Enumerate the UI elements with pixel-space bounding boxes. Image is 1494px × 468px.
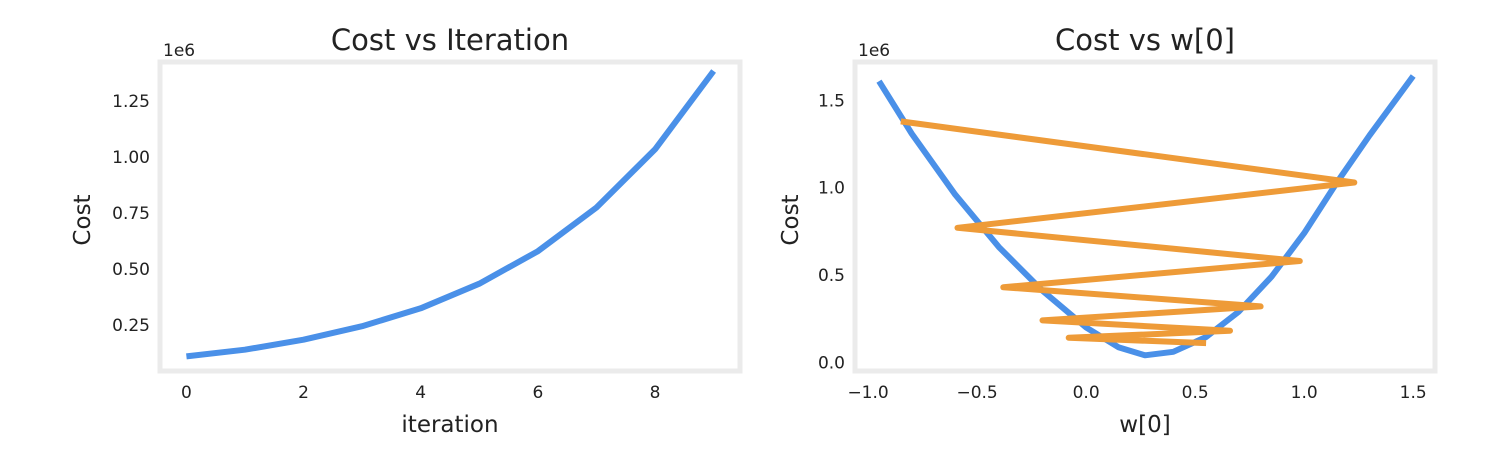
x-tick-label: 0 <box>181 383 192 403</box>
y-offset-label: 1e6 <box>858 41 890 61</box>
cost-vs-w0-chart: Cost vs w[0] w[0] Cost 1e6 −1.0 −0.5 0.0 0.… <box>778 23 1438 438</box>
y-tick-label: 0.25 <box>112 316 150 336</box>
chart-title: Cost vs Iteration <box>331 23 569 57</box>
chart-title: Cost vs w[0] <box>1055 23 1235 57</box>
cost-curve-line <box>186 69 717 360</box>
x-ticks: −1.0 −0.5 0.0 0.5 1.0 1.5 <box>847 383 1426 403</box>
x-tick-label: 1.5 <box>1400 383 1427 403</box>
y-ticks: 0.25 0.50 0.75 1.00 1.25 <box>112 92 150 336</box>
y-tick-label: 1.25 <box>112 92 150 112</box>
x-tick-label: 2 <box>298 383 309 403</box>
x-ticks: 0 2 4 6 8 <box>181 383 661 403</box>
x-tick-label: −0.5 <box>956 383 997 403</box>
y-tick-label: 1.0 <box>818 179 845 199</box>
y-tick-label: 0.75 <box>112 204 150 224</box>
series-layer <box>186 69 717 360</box>
plot-frame <box>157 59 743 374</box>
y-tick-label: 0.5 <box>818 266 845 286</box>
y-axis-label: Cost <box>778 194 804 245</box>
y-tick-label: 0.0 <box>818 353 845 373</box>
y-axis-label: Cost <box>70 194 96 245</box>
x-tick-label: 4 <box>415 383 426 403</box>
y-tick-label: 1.00 <box>112 148 150 168</box>
y-tick-label: 0.50 <box>112 260 150 280</box>
plot-frame <box>852 59 1438 374</box>
gradient-path-line <box>900 118 1358 347</box>
cost-curve-line <box>876 74 1416 359</box>
x-axis-label: w[0] <box>1119 412 1170 438</box>
y-tick-label: 1.5 <box>818 91 845 111</box>
x-tick-label: 0.5 <box>1182 383 1209 403</box>
cost-vs-iteration-chart: Cost vs Iteration iteration Cost 1e6 0 2 4… <box>70 23 743 438</box>
x-tick-label: 1.0 <box>1291 383 1318 403</box>
x-tick-label: −1.0 <box>847 383 888 403</box>
x-tick-label: 6 <box>532 383 543 403</box>
x-tick-label: 8 <box>650 383 661 403</box>
y-offset-label: 1e6 <box>163 41 195 61</box>
x-axis-label: iteration <box>401 412 498 438</box>
y-ticks: 0.0 0.5 1.0 1.5 <box>818 91 845 373</box>
series-layer <box>876 74 1416 359</box>
x-tick-label: 0.0 <box>1073 383 1100 403</box>
